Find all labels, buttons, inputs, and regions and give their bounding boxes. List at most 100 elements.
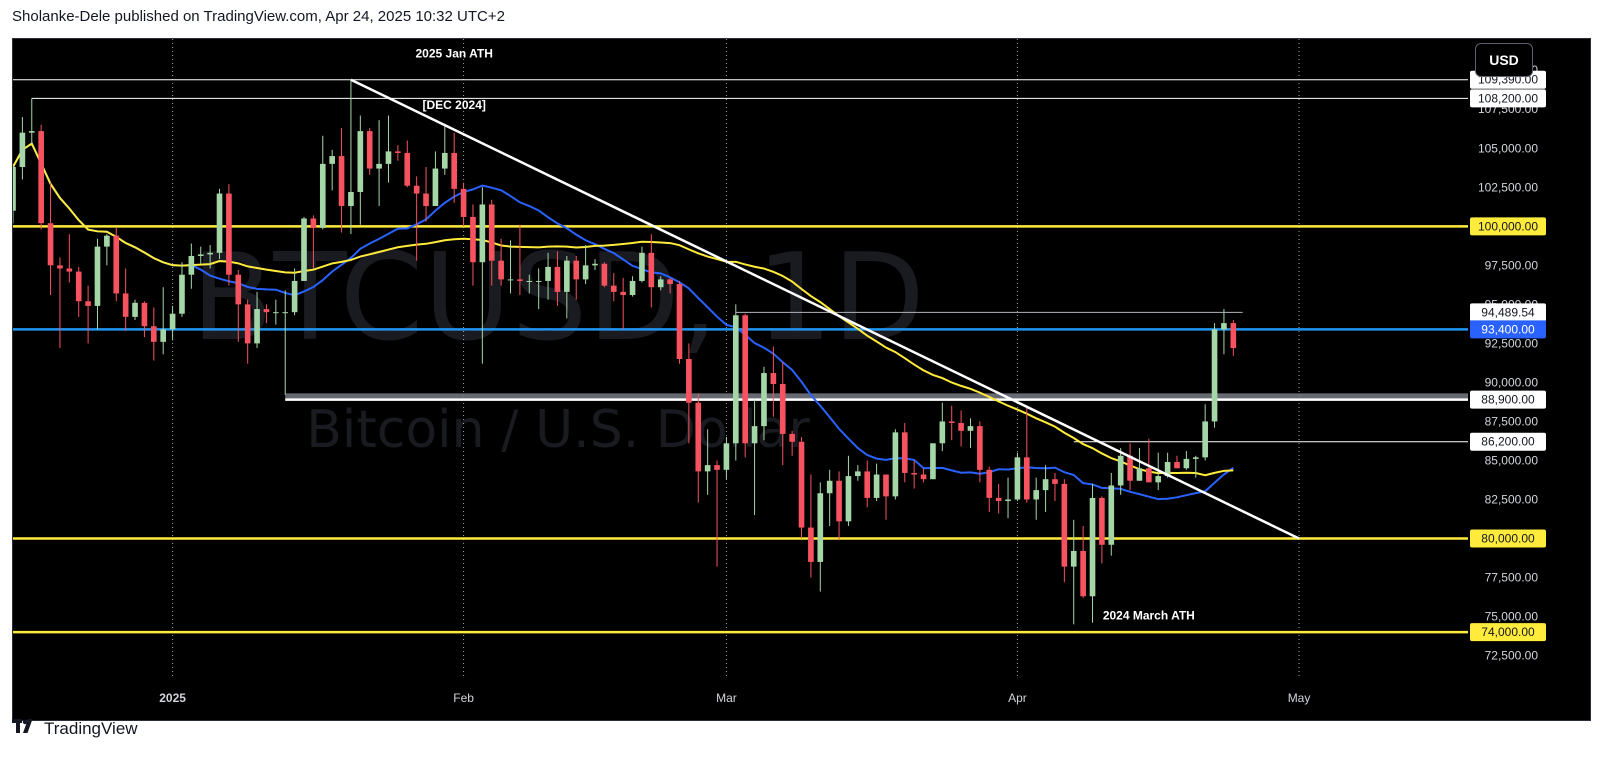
candle-body-2025-01-27 — [413, 185, 420, 194]
candle-body-2025-04-11 — [1108, 485, 1115, 545]
candle-body-2025-03-23 — [930, 443, 936, 480]
level-label-1: 108,200.00 — [1478, 91, 1538, 105]
candle-body-2025-03-30 — [995, 497, 1002, 502]
annotation-0: 2025 Jan ATH — [416, 47, 493, 61]
candle-body-2025-02-02 — [470, 216, 476, 263]
candle-body-2025-03-20 — [901, 432, 908, 473]
candle-body-2024-12-27 — [122, 293, 129, 317]
candle-body-2025-03-13 — [836, 480, 842, 522]
candle-body-2025-03-03 — [742, 315, 749, 444]
price-tick-label: 85,000.00 — [1485, 453, 1539, 467]
price-tick-label: 82,500.00 — [1485, 492, 1539, 506]
candle-body-2025-04-14 — [1136, 468, 1143, 481]
candle-body-2025-04-18 — [1174, 462, 1180, 469]
candle-body-2025-03-11 — [817, 493, 824, 562]
candle-body-2025-01-03 — [188, 255, 195, 275]
candle-body-2025-04-20 — [1192, 457, 1199, 459]
time-label-2025: 2025 — [159, 691, 186, 705]
level-label-6: 86,200.00 — [1481, 435, 1535, 449]
candle-body-2025-04-01 — [1014, 457, 1021, 500]
candle-body-2025-03-24 — [939, 421, 946, 444]
candle-body-2025-02-27 — [704, 465, 711, 472]
candle-body-2025-04-21 — [1202, 421, 1208, 458]
candle-body-2025-01-07 — [226, 193, 232, 275]
candle-body-2025-03-16 — [864, 471, 871, 498]
candle-body-2024-12-20 — [57, 265, 63, 269]
candle-body-2025-01-19 — [338, 156, 345, 207]
footer-brand[interactable]: TradingView — [44, 718, 138, 738]
candle-body-2025-01-20 — [348, 191, 354, 207]
currency-button[interactable]: USD — [1475, 43, 1533, 77]
level-label-bg-4 — [1470, 320, 1546, 339]
candle-body-2025-03-04 — [751, 426, 758, 444]
candle-body-2025-02-05 — [498, 260, 504, 280]
level-label-8: 74,000.00 — [1481, 625, 1535, 639]
candle-body-2025-04-03 — [1033, 490, 1040, 500]
annotation-1: [DEC 2024] — [423, 98, 486, 112]
candle-body-2025-04-23 — [1221, 323, 1227, 330]
candle-body-2025-01-29 — [432, 168, 439, 207]
candle-body-2025-03-25 — [948, 421, 955, 423]
candle-body-2025-02-14 — [582, 265, 589, 280]
candle-body-2025-02-07 — [517, 279, 523, 281]
candle-body-2025-01-16 — [310, 218, 317, 228]
candle-body-2025-03-08 — [789, 433, 795, 442]
candle-body-2025-01-31 — [451, 152, 458, 189]
candle-body-2025-03-22 — [920, 474, 927, 480]
candle-body-2024-12-19 — [47, 223, 54, 266]
candle-body-2025-03-05 — [761, 373, 767, 427]
tradingview-logo-icon[interactable] — [12, 718, 38, 739]
candle-body-2024-12-21 — [66, 268, 73, 272]
candle-body-2025-04-04 — [1042, 479, 1049, 491]
candle-body-2025-03-27 — [967, 426, 974, 431]
level-label-2: 100,000.00 — [1478, 219, 1538, 233]
price-tick-label: 90,000.00 — [1485, 375, 1539, 389]
chart-panel[interactable]: BTCUSD, 1D Bitcoin / U.S. Dollar 2025 Jan … — [12, 38, 1591, 721]
candle-body-2025-04-19 — [1183, 458, 1190, 469]
candle-body-2025-02-06 — [507, 279, 514, 281]
candle-body-2025-01-18 — [329, 156, 335, 164]
time-label-apr: Apr — [1008, 691, 1027, 705]
candle-body-2025-03-02 — [732, 315, 739, 444]
candle-body-2025-03-18 — [883, 474, 889, 497]
candle-body-2025-02-20 — [639, 252, 645, 281]
price-tick-label: 105,000.00 — [1478, 141, 1538, 155]
candle-body-2025-02-24 — [676, 284, 683, 359]
level-label-bg-2 — [1470, 217, 1546, 236]
candle-body-2025-04-15 — [1146, 468, 1152, 483]
candle-body-2025-04-24 — [1230, 323, 1237, 349]
candle-body-2025-04-13 — [1127, 455, 1133, 481]
moving-average-50 — [13, 142, 1234, 477]
candle-body-2025-02-19 — [629, 280, 636, 295]
candle-body-2024-12-25 — [104, 235, 110, 247]
candle-body-2025-04-09 — [1089, 497, 1096, 597]
candle-body-2025-02-01 — [460, 188, 467, 217]
candle-body-2025-03-01 — [723, 443, 730, 470]
candle-body-2025-01-11 — [263, 309, 270, 313]
time-label-mar: Mar — [716, 691, 737, 705]
candle-body-2025-01-24 — [385, 151, 392, 164]
candle-body-2024-12-26 — [113, 235, 120, 294]
candle-body-2025-02-03 — [479, 204, 486, 263]
candle-body-2025-02-13 — [573, 260, 580, 280]
candle-body-2025-03-29 — [986, 469, 993, 498]
candle-body-2024-12-24 — [94, 246, 101, 306]
candle-body-2025-03-17 — [873, 474, 880, 498]
moving-average-20 — [13, 142, 1234, 501]
level-label-4: 93,400.00 — [1481, 322, 1535, 336]
candle-body-2025-04-17 — [1164, 462, 1171, 477]
candle-body-2025-01-12 — [273, 312, 279, 314]
level-label-bg-7 — [1470, 529, 1546, 548]
candle-body-2025-02-15 — [592, 263, 598, 266]
annotation-2: 2024 March ATH — [1103, 609, 1195, 623]
candle-body-2024-12-30 — [150, 326, 157, 342]
candle-body-2025-03-31 — [1005, 499, 1011, 502]
candle-body-2024-12-15 — [13, 167, 16, 211]
price-tick-label: 77,500.00 — [1485, 571, 1539, 585]
candle-body-2024-12-18 — [38, 131, 44, 224]
candle-body-2025-02-12 — [564, 260, 570, 292]
candle-body-2025-02-28 — [714, 465, 720, 470]
level-label-bg-6 — [1470, 432, 1546, 451]
candle-body-2025-04-02 — [1023, 457, 1030, 500]
